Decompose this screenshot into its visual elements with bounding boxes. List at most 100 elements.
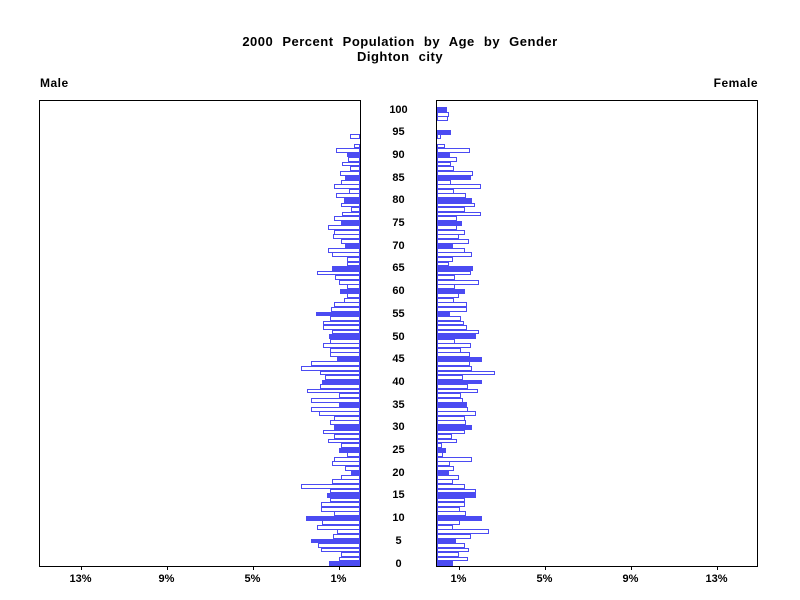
age-tick-label-80: 80 [392, 194, 405, 207]
bar-male-age-17 [300, 484, 360, 489]
bar-male-age-2 [340, 552, 360, 557]
bar-female-age-84 [437, 179, 452, 185]
age-tick-label-0: 0 [395, 557, 402, 570]
bar-male-age-84 [340, 179, 360, 185]
bar-female-age-72 [437, 234, 459, 240]
bar-female-age-25 [437, 447, 446, 453]
bar-female-age-41 [437, 375, 463, 380]
bar-female-age-48 [437, 343, 471, 349]
chart-title-line1: 2000 Percent Population by Age by Gender [242, 34, 558, 49]
bar-male-age-57 [334, 302, 360, 308]
male-panel [39, 100, 361, 567]
pct-tick-label-female-1: 1% [450, 573, 467, 585]
bar-female-age-99 [437, 111, 449, 117]
bar-female-age-52 [437, 325, 468, 330]
bar-female-age-30 [437, 425, 473, 430]
bar-female-age-9 [437, 520, 460, 526]
bar-female-age-90 [437, 152, 450, 158]
bar-female-age-27 [437, 438, 457, 444]
bar-male-age-47 [329, 347, 360, 353]
bar-female-age-3 [437, 547, 470, 553]
bar-female-age-26 [437, 443, 443, 448]
bar-male-age-77 [341, 211, 360, 217]
bar-female-age-63 [437, 275, 456, 280]
bar-male-age-91 [336, 148, 360, 153]
bar-male-age-86 [339, 170, 360, 176]
bar-female-age-11 [437, 511, 467, 517]
age-tick-label-75: 75 [392, 217, 405, 229]
bar-male-age-22 [332, 461, 360, 467]
age-tick-label-65: 65 [392, 262, 405, 275]
bar-female-age-94 [437, 134, 442, 140]
bar-male-age-75 [340, 220, 360, 226]
age-tick-label-5: 5 [395, 534, 402, 547]
bar-female-age-42 [437, 370, 496, 376]
age-tick-label-90: 90 [392, 148, 405, 161]
bar-female-age-21 [437, 465, 455, 471]
pct-tick-label-male-9: 9% [158, 573, 175, 585]
bar-female-age-86 [437, 170, 473, 176]
bar-male-age-15 [326, 493, 360, 498]
bar-male-age-49 [329, 338, 360, 344]
bar-male-age-35 [338, 402, 360, 408]
pct-tick-label-male-1: 1% [330, 573, 347, 585]
pct-tick-mark-female-13 [716, 566, 718, 570]
age-tick-label-40: 40 [392, 375, 405, 388]
age-tick-label-95: 95 [392, 126, 405, 139]
bar-female-age-80 [437, 198, 473, 203]
bar-female-age-34 [437, 406, 469, 412]
bar-female-age-8 [437, 524, 454, 530]
bar-male-age-82 [349, 188, 360, 194]
bar-male-age-66 [347, 261, 360, 267]
bar-male-age-34 [310, 406, 360, 412]
bar-male-age-83 [334, 184, 360, 190]
pct-tick-mark-male-9 [166, 566, 168, 570]
bar-male-age-31 [329, 420, 360, 426]
bar-female-age-14 [437, 497, 465, 503]
bar-male-age-68 [332, 252, 360, 258]
bar-male-age-9 [322, 520, 360, 526]
bar-male-age-73 [334, 229, 360, 235]
bar-female-age-32 [437, 415, 465, 421]
bar-female-age-0 [437, 561, 453, 566]
bar-male-age-0 [328, 561, 360, 566]
bar-female-age-45 [437, 356, 483, 362]
bar-female-age-31 [437, 420, 467, 426]
bar-female-age-73 [437, 229, 465, 235]
bar-female-age-2 [437, 552, 459, 557]
bar-female-age-64 [437, 270, 472, 276]
bar-female-age-92 [437, 143, 445, 149]
bar-female-age-87 [437, 166, 454, 172]
bar-female-age-44 [437, 361, 470, 367]
bar-female-age-95 [437, 129, 451, 135]
bar-female-age-10 [437, 515, 483, 521]
bar-female-age-74 [437, 225, 457, 231]
bar-male-age-50 [328, 334, 360, 339]
bar-female-age-77 [437, 211, 482, 217]
bar-male-age-38 [307, 388, 360, 394]
bar-male-age-25 [338, 447, 360, 453]
bar-female-age-69 [437, 247, 465, 253]
bar-female-age-56 [437, 306, 468, 312]
age-tick-label-45: 45 [392, 353, 405, 366]
bar-female-age-76 [437, 216, 457, 221]
bar-male-age-51 [332, 329, 360, 335]
bar-female-age-40 [437, 379, 483, 385]
age-tick-label-20: 20 [392, 466, 405, 479]
bar-male-age-85 [344, 175, 360, 181]
bar-male-age-53 [323, 320, 360, 326]
bar-male-age-46 [329, 352, 360, 358]
bar-male-age-20 [351, 470, 360, 476]
age-tick-label-10: 10 [392, 512, 405, 525]
bar-female-age-43 [437, 365, 473, 371]
bar-female-age-51 [437, 329, 479, 335]
bar-female-age-66 [437, 261, 450, 267]
pct-tick-label-male-13: 13% [69, 573, 92, 585]
bar-female-age-37 [437, 393, 461, 399]
age-tick-label-70: 70 [392, 239, 405, 252]
bar-male-age-72 [333, 234, 360, 240]
bar-male-age-28 [334, 434, 360, 439]
bar-male-age-76 [334, 216, 360, 221]
bar-male-age-56 [330, 306, 360, 312]
bar-female-age-59 [437, 293, 459, 299]
